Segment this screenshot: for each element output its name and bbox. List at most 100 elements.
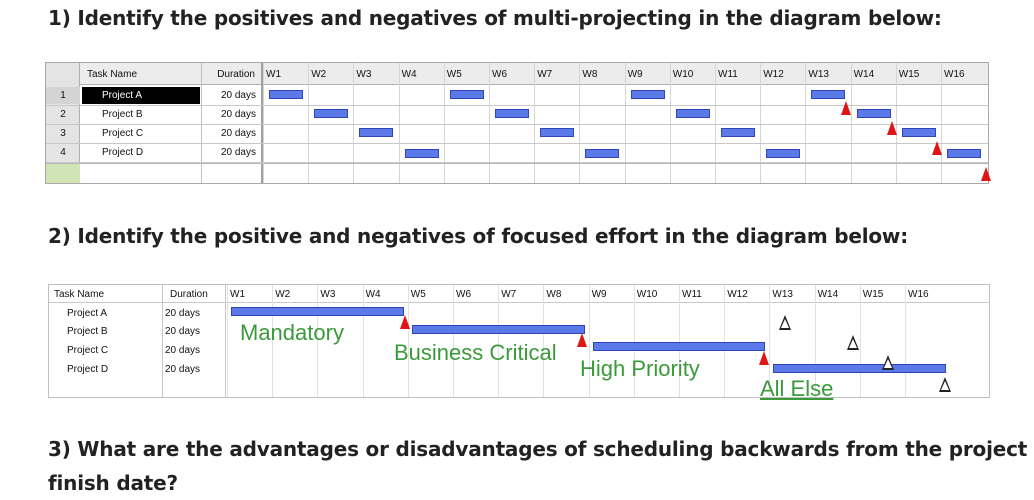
week-header: W13 (772, 289, 793, 300)
week-header: W12 (763, 69, 784, 80)
gantt-chart-multi-projecting: Task Name Duration W1 W2 W3 W4 W5 W6 W7 W8 W9 W10… (45, 62, 991, 184)
task-bar (947, 149, 981, 158)
week-header: W16 (944, 69, 965, 80)
week-header: W9 (591, 289, 607, 300)
task-bar (630, 90, 665, 99)
task-name-cell: Project C (67, 345, 109, 356)
row-divider (46, 163, 988, 164)
duration-cell: 20 days (220, 90, 256, 101)
week-header: W6 (456, 289, 471, 300)
milestone-icon (576, 333, 587, 347)
week-divider (353, 63, 355, 183)
duration-header: Duration (217, 69, 255, 80)
row-divider (46, 105, 988, 106)
week-divider (534, 63, 536, 183)
task-bar (404, 149, 439, 158)
week-header: W3 (356, 69, 372, 80)
week-divider (814, 285, 816, 397)
week-divider (760, 63, 762, 183)
week-header: W11 (718, 69, 738, 80)
task-name-cell: Project B (67, 326, 108, 337)
week-divider (579, 63, 581, 183)
task-bar (495, 109, 529, 118)
week-divider (724, 285, 726, 397)
week-divider (859, 285, 861, 397)
duration-cell: 20 days (220, 109, 256, 120)
gantt-table-2: Task Name Duration W1 W2 W3 W4 W5 W6 W7 W8 W9 W10… (48, 284, 990, 398)
week-divider (407, 285, 409, 397)
milestone-outline-icon (846, 335, 859, 350)
week-header: W2 (311, 69, 327, 80)
week-divider (624, 63, 626, 183)
week-header: W2 (275, 289, 291, 300)
task-name-cell: Project D (102, 147, 144, 158)
week-divider (669, 63, 671, 183)
duration-header-2: Duration (170, 289, 208, 300)
milestone-icon (759, 351, 770, 365)
milestone-icon (886, 121, 897, 135)
task-bar (675, 109, 710, 118)
week-header: W12 (727, 289, 748, 300)
week-divider (769, 285, 771, 397)
week-divider (588, 285, 590, 397)
task-bar (592, 342, 766, 351)
week-header: W14 (853, 69, 875, 80)
week-header: W14 (817, 289, 839, 300)
task-bar (231, 307, 404, 316)
task-bar (314, 109, 349, 118)
task-bar (721, 128, 755, 137)
task-name-cell: Project C (102, 128, 144, 139)
week-header: W1 (266, 69, 281, 80)
week-divider (805, 63, 807, 183)
task-bar (359, 128, 394, 137)
task-bar (540, 128, 575, 137)
task-bar (901, 128, 936, 137)
task-name-header-2: Task Name (54, 289, 105, 300)
milestone-outline-icon (881, 355, 894, 370)
milestone-icon (399, 315, 410, 329)
row-number: 1 (46, 87, 80, 104)
week-header: W6 (492, 69, 507, 80)
question-1: 1) Identify the positives and negatives … (48, 6, 942, 30)
high-priority-label: High Priority (580, 356, 700, 381)
task-name-cell: Project D (67, 364, 109, 375)
task-bar (585, 149, 620, 158)
duration-cell: 20 days (165, 364, 201, 375)
week-header: W9 (627, 69, 643, 80)
question-3: 3) What are the advantages or disadvanta… (48, 437, 1028, 495)
all-else-label: All Else (760, 376, 834, 401)
milestone-icon (931, 141, 942, 155)
row-divider (46, 143, 988, 144)
week-divider (941, 63, 942, 183)
week-divider (317, 285, 319, 397)
task-name-cell: Project A (82, 87, 200, 104)
week-header: W1 (230, 289, 245, 300)
week-header: W7 (501, 289, 517, 300)
week-header: W5 (446, 69, 462, 80)
week-divider (850, 63, 852, 183)
week-divider (398, 63, 400, 183)
duration-cell: 20 days (220, 128, 256, 139)
task-bar (811, 90, 846, 99)
week-header: W8 (582, 69, 598, 80)
week-header: W5 (410, 289, 426, 300)
milestone-outline-icon (939, 377, 951, 392)
duration-cell: 20 days (220, 147, 256, 158)
gantt-chart-focused-effort: Task Name Duration W1 W2 W3 W4 W5 W6 W7 W8 W9 W10… (48, 284, 990, 401)
duration-cell: 20 days (165, 308, 201, 319)
week-divider (272, 285, 274, 397)
duration-cell: 20 days (165, 345, 201, 356)
mandatory-label: Mandatory (240, 320, 344, 345)
week-header: W13 (808, 69, 829, 80)
week-divider (489, 63, 490, 183)
week-divider (633, 285, 635, 397)
week-header: W15 (898, 69, 920, 80)
week-divider (443, 63, 445, 183)
week-header: W4 (365, 289, 381, 300)
week-divider (498, 285, 500, 397)
week-header: W4 (401, 69, 417, 80)
gantt-table: Task Name Duration W1 W2 W3 W4 W5 W6 W7 W8 W9 W10… (45, 62, 991, 184)
task-bar (856, 109, 891, 118)
row-number: 2 (60, 109, 66, 120)
week-divider (715, 63, 716, 183)
